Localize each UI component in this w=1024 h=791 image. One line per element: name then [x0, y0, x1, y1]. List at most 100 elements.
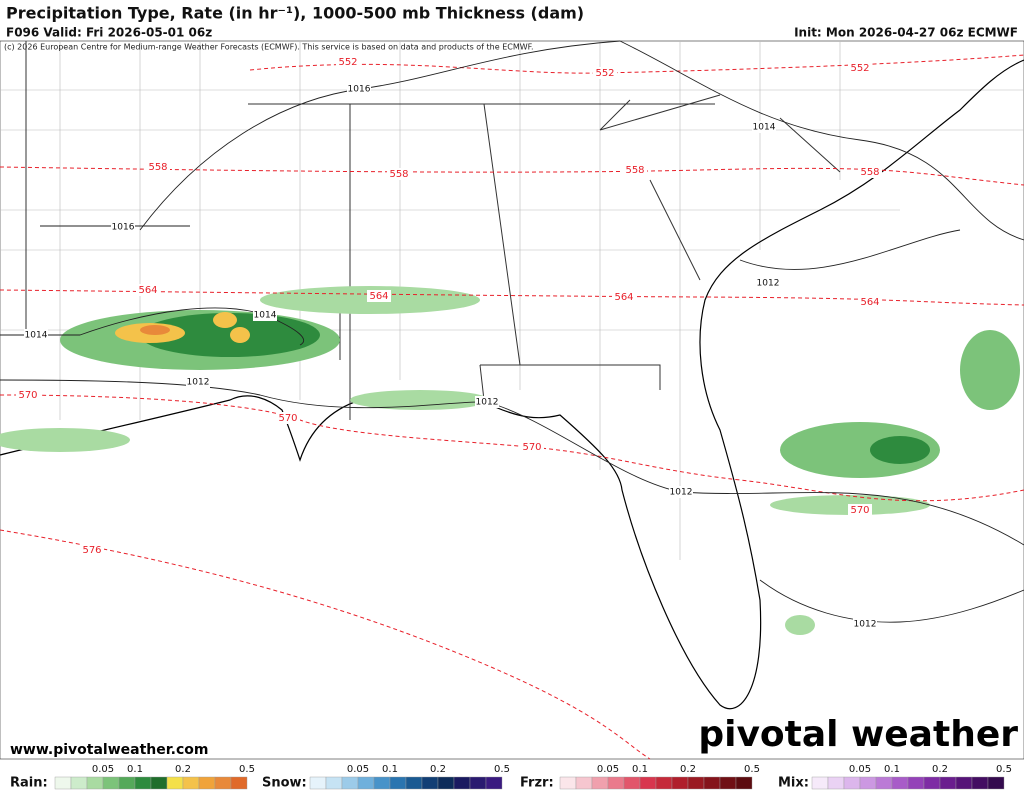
label-bg: [136, 284, 160, 296]
legend-swatch: [325, 776, 343, 790]
label-bg: [756, 277, 780, 289]
thickness-label: 558: [389, 169, 408, 180]
legend-tick: 0.2: [680, 764, 696, 775]
pressure-label: 1012: [476, 398, 499, 408]
thickness-label: 570: [850, 505, 869, 516]
legend-tick: 0.05: [849, 764, 871, 775]
legend-swatch: [469, 776, 487, 790]
label-bg: [111, 221, 135, 233]
legend-swatch: [923, 776, 941, 790]
legend-swatch: [843, 776, 861, 790]
label-bg: [520, 441, 544, 453]
legend-tick: 0.1: [382, 764, 398, 775]
legend-swatch: [891, 776, 909, 790]
legend-swatch: [166, 776, 184, 790]
legend-swatch: [559, 776, 577, 790]
label-bg: [853, 618, 877, 630]
label-bg: [593, 67, 617, 79]
label-bg: [186, 376, 210, 388]
legend-swatch: [54, 776, 72, 790]
thickness-label: 558: [860, 167, 879, 178]
legend-tick: 0.5: [744, 764, 760, 775]
credit: (c) 2026 European Centre for Medium-rang…: [4, 43, 534, 52]
pressure-label: 1012: [757, 279, 780, 289]
legend-label: Rain:: [10, 776, 48, 791]
label-bg: [347, 83, 371, 95]
legend-tick: 0.05: [347, 764, 369, 775]
legend-tick: 0.5: [996, 764, 1012, 775]
legend-swatch: [623, 776, 641, 790]
legend-swatch: [687, 776, 705, 790]
thickness-label: 570: [18, 390, 37, 401]
legend-swatch: [987, 776, 1005, 790]
label-bg: [475, 396, 499, 408]
legend-swatch: [703, 776, 721, 790]
legend-tick: 0.5: [494, 764, 510, 775]
thickness-label: 552: [595, 68, 614, 79]
legend-tick: 0.2: [932, 764, 948, 775]
legend-swatch: [150, 776, 168, 790]
legend-label: Mix:: [778, 776, 809, 791]
legend-swatch: [591, 776, 609, 790]
label-bg: [669, 486, 693, 498]
legend-swatch: [875, 776, 893, 790]
label-bg: [24, 329, 48, 341]
legend-swatch: [859, 776, 877, 790]
legend-tick: 0.2: [175, 764, 191, 775]
legend-swatch: [827, 776, 845, 790]
label-bg: [336, 56, 360, 68]
legend-swatch: [309, 776, 327, 790]
label-bg: [612, 291, 636, 303]
pressure-label: 1016: [348, 85, 371, 95]
logo: pivotal weather: [698, 714, 1018, 755]
pressure-label: 1014: [25, 331, 48, 341]
thickness-label: 558: [148, 162, 167, 173]
legend-swatch: [341, 776, 359, 790]
label-bg: [858, 166, 882, 178]
legend-tick: 0.1: [884, 764, 900, 775]
valid-time: F096 Valid: Fri 2026-05-01 06z: [6, 26, 212, 40]
legend-swatch: [735, 776, 753, 790]
label-bg: [276, 412, 300, 424]
legend-swatch: [575, 776, 593, 790]
legend-swatch: [971, 776, 989, 790]
legend-swatch: [389, 776, 407, 790]
legend-swatch: [118, 776, 136, 790]
label-bg: [752, 121, 776, 133]
legend-swatch: [907, 776, 925, 790]
legend-swatch: [421, 776, 439, 790]
thickness-label: 564: [369, 291, 388, 302]
legend-swatch: [485, 776, 503, 790]
legend-label: Frzr:: [520, 776, 554, 791]
pressure-label: 1012: [854, 620, 877, 630]
legend-tick: 0.05: [597, 764, 619, 775]
label-bg: [848, 62, 872, 74]
thickness-label: 558: [625, 165, 644, 176]
thickness-label: 576: [82, 545, 101, 556]
thickness-label: 570: [522, 442, 541, 453]
map-area: [0, 40, 1024, 760]
init-time: Init: Mon 2026-04-27 06z ECMWF: [794, 26, 1018, 40]
legend-tick: 0.2: [430, 764, 446, 775]
legend-swatch: [102, 776, 120, 790]
map-frame: [0, 40, 1024, 760]
thickness-label: 570: [278, 413, 297, 424]
pressure-label: 1016: [112, 223, 135, 233]
thickness-label: 564: [614, 292, 633, 303]
pressure-label: 1012: [187, 378, 210, 388]
label-bg: [387, 168, 411, 180]
pressure-label: 1014: [254, 311, 277, 321]
title: Precipitation Type, Rate (in hr⁻¹), 1000…: [6, 4, 584, 23]
legend-swatch: [70, 776, 88, 790]
legend-label: Snow:: [262, 776, 307, 791]
thickness-label: 552: [850, 63, 869, 74]
coastline: [0, 59, 1024, 710]
thickness-label: 564: [138, 285, 157, 296]
label-bg: [80, 544, 104, 556]
legend-swatch: [182, 776, 200, 790]
legend-tick: 0.05: [92, 764, 114, 775]
county-lines: [0, 41, 1024, 560]
label-bg: [858, 296, 882, 308]
legend-swatch: [719, 776, 737, 790]
